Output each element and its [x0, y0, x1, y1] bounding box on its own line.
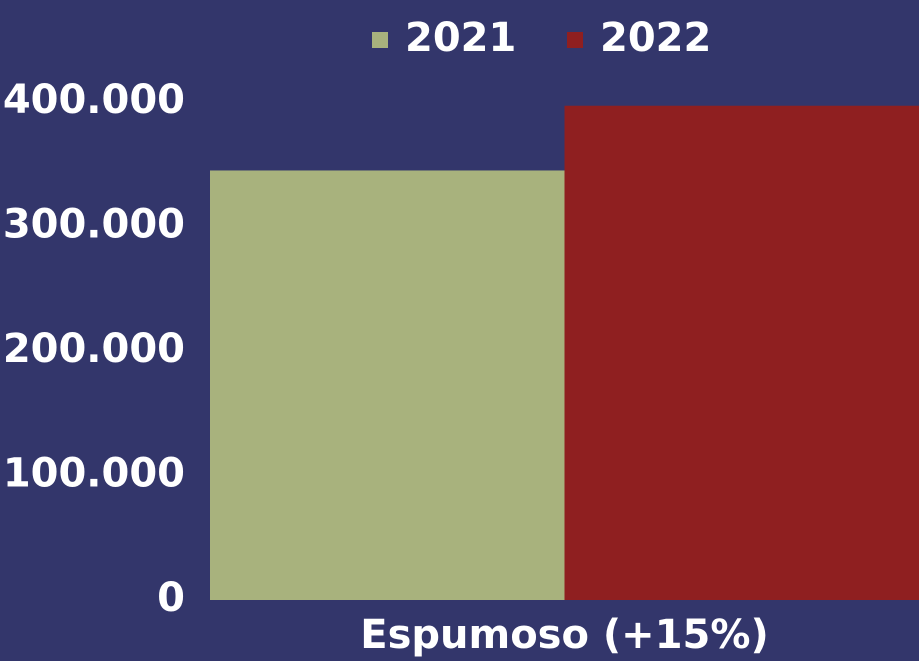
- y-tick-label: 0: [157, 575, 185, 621]
- y-tick-label: 300.000: [3, 202, 185, 248]
- bar: [564, 105, 919, 601]
- y-tick-label: 100.000: [3, 451, 185, 497]
- bar: [210, 170, 565, 600]
- y-tick-label: 200.000: [3, 326, 185, 372]
- y-tick-label: 400.000: [3, 77, 185, 123]
- x-tick-label: Espumoso (+15%): [360, 612, 768, 658]
- legend-swatch: [372, 32, 388, 48]
- legend-label: 2021: [405, 15, 516, 61]
- legend-label: 2022: [600, 15, 711, 61]
- legend-swatch: [567, 32, 583, 48]
